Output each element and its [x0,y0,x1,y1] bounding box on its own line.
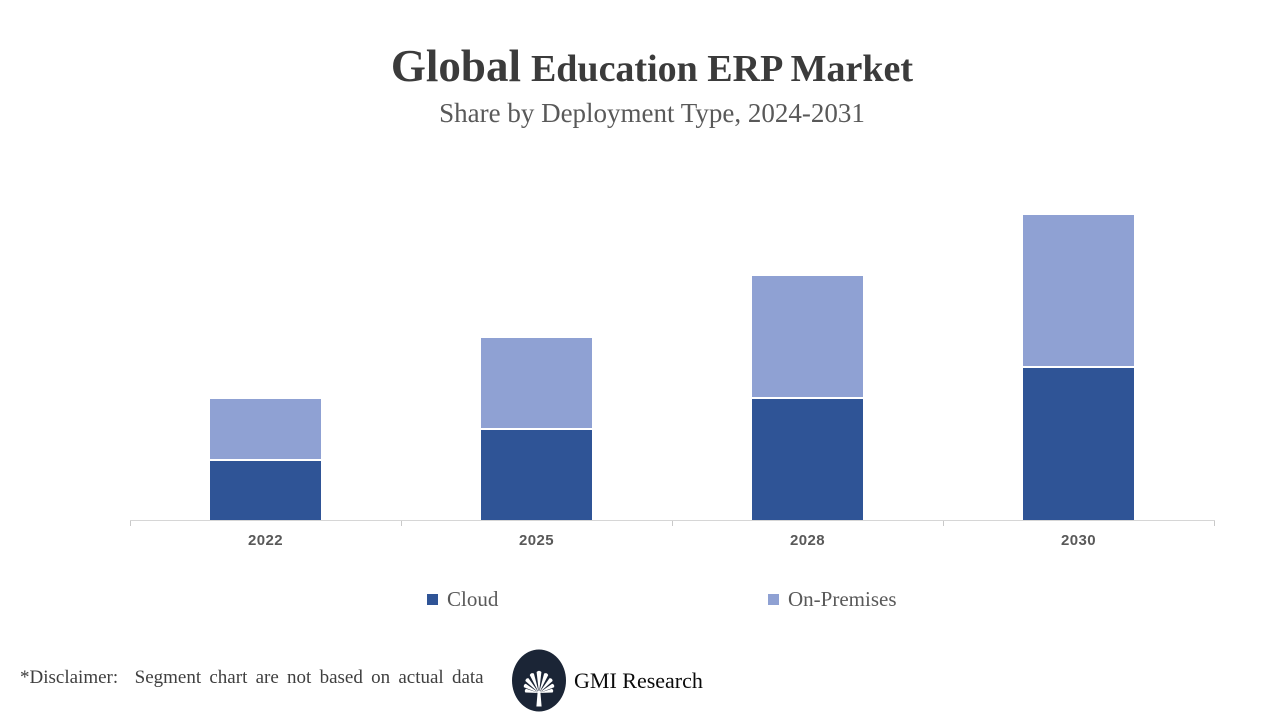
x-axis-tick [672,521,673,526]
brand-name: GMI Research [574,667,703,693]
bar-segment-cloud-2030 [1022,367,1135,521]
legend-item-cloud: Cloud [427,587,498,611]
bar-segment-on-premises-2030 [1022,213,1135,368]
x-axis-tick [130,521,131,526]
x-axis-label-2030: 2030 [1061,532,1096,549]
brand-lockup: GMI Research [511,649,703,712]
x-axis-tick [943,521,944,526]
legend-label-cloud: Cloud [447,586,499,611]
bar-segment-cloud-2025 [480,428,593,521]
x-axis-labels: 2022 2025 2028 2030 [130,532,1214,552]
legend-swatch-cloud [427,593,438,605]
chart-header: Global Education ERP Market Share by Depl… [0,40,1280,129]
chart-title: Global Education ERP Market [24,40,1280,92]
bar-segment-on-premises-2022 [209,398,322,460]
bar-segment-on-premises-2025 [480,336,593,429]
x-axis-label-2025: 2025 [519,532,554,549]
chart-title-emphasis: Global [390,41,521,91]
legend-swatch-on-premises [768,593,779,605]
x-axis-label-2022: 2022 [248,532,283,549]
stacked-bar-plot-area [130,180,1214,521]
gmi-logo-icon [512,649,566,712]
chart-subtitle: Share by Deployment Type, 2024-2031 [439,98,865,128]
legend-label-on-premises: On-Premises [788,586,897,611]
x-axis-tick [401,521,402,526]
chart-title-rest: Education ERP Market [530,48,914,90]
legend-item-on-premises: On-Premises [768,587,897,611]
bar-segment-on-premises-2028 [751,275,864,399]
bar-segment-cloud-2028 [751,398,864,521]
x-axis-tick [1214,521,1215,526]
bar-segment-cloud-2022 [209,459,322,521]
disclaimer-text: *Disclaimer: Segment chart are not based… [20,667,484,688]
x-axis-line [130,520,1215,522]
x-axis-label-2028: 2028 [790,532,825,549]
